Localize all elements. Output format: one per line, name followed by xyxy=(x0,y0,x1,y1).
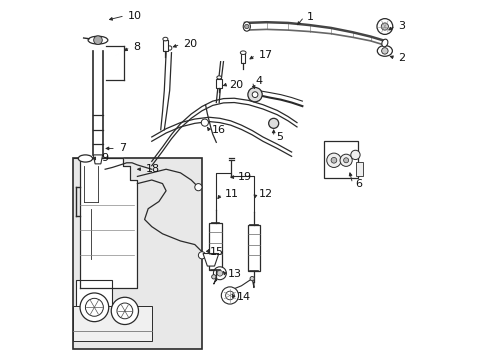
Circle shape xyxy=(252,92,258,98)
Polygon shape xyxy=(203,253,219,266)
Circle shape xyxy=(217,270,223,276)
Text: 9: 9 xyxy=(101,153,108,163)
Polygon shape xyxy=(93,155,102,164)
Text: 13: 13 xyxy=(228,269,242,279)
Circle shape xyxy=(168,46,172,50)
Text: 3: 3 xyxy=(398,21,406,31)
Bar xyxy=(247,225,260,271)
Ellipse shape xyxy=(243,22,250,31)
Text: 12: 12 xyxy=(259,189,273,199)
Bar xyxy=(76,280,112,334)
Ellipse shape xyxy=(382,39,388,47)
Bar xyxy=(216,78,222,88)
Polygon shape xyxy=(80,158,137,288)
Text: 11: 11 xyxy=(224,189,239,199)
Text: 8: 8 xyxy=(133,42,140,52)
Bar xyxy=(163,40,168,51)
Text: 10: 10 xyxy=(128,11,142,21)
Circle shape xyxy=(111,297,139,324)
Text: 20: 20 xyxy=(229,80,244,90)
Ellipse shape xyxy=(240,51,246,54)
Ellipse shape xyxy=(377,45,392,56)
Text: 20: 20 xyxy=(183,40,197,49)
Bar xyxy=(73,306,152,341)
Bar xyxy=(209,223,222,270)
Bar xyxy=(356,162,364,176)
Ellipse shape xyxy=(217,76,221,79)
Circle shape xyxy=(343,158,349,163)
Circle shape xyxy=(248,87,262,102)
Circle shape xyxy=(331,157,337,163)
Circle shape xyxy=(212,275,216,279)
Bar xyxy=(73,158,202,348)
Circle shape xyxy=(198,252,205,259)
Circle shape xyxy=(377,19,393,35)
Circle shape xyxy=(269,118,279,129)
Circle shape xyxy=(245,24,249,29)
Circle shape xyxy=(94,36,102,44)
Circle shape xyxy=(195,184,202,191)
Bar xyxy=(324,140,358,178)
Text: 14: 14 xyxy=(236,292,250,302)
Circle shape xyxy=(250,276,254,281)
Text: 18: 18 xyxy=(146,164,160,174)
Text: 16: 16 xyxy=(212,125,226,135)
Text: 7: 7 xyxy=(119,143,126,153)
Ellipse shape xyxy=(88,36,108,44)
Circle shape xyxy=(201,119,208,126)
Text: 2: 2 xyxy=(398,53,406,63)
Text: 4: 4 xyxy=(255,76,262,86)
Circle shape xyxy=(221,287,239,304)
Text: 17: 17 xyxy=(259,50,273,60)
Bar xyxy=(242,53,245,63)
Text: 19: 19 xyxy=(238,172,252,182)
Ellipse shape xyxy=(163,37,168,41)
Circle shape xyxy=(382,48,388,54)
Circle shape xyxy=(80,293,109,321)
Circle shape xyxy=(340,154,352,166)
Text: 6: 6 xyxy=(355,179,363,189)
Circle shape xyxy=(381,23,389,30)
Text: 1: 1 xyxy=(307,12,314,22)
Text: 5: 5 xyxy=(276,132,284,142)
Circle shape xyxy=(351,150,360,159)
Circle shape xyxy=(214,267,226,280)
Ellipse shape xyxy=(78,155,93,162)
Text: 15: 15 xyxy=(210,247,224,257)
Circle shape xyxy=(218,85,222,89)
Circle shape xyxy=(327,153,341,167)
